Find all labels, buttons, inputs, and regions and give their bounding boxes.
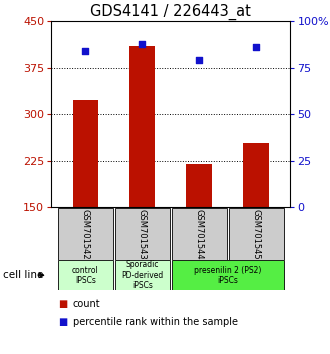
Point [83, 48, 88, 54]
Text: percentile rank within the sample: percentile rank within the sample [73, 317, 238, 327]
Bar [186, 164, 212, 207]
Bar [172, 208, 227, 260]
Text: count: count [73, 299, 100, 309]
Text: GSM701544: GSM701544 [195, 209, 204, 259]
Text: Sporadic
PD-derived
iPSCs: Sporadic PD-derived iPSCs [121, 260, 163, 290]
Text: ■: ■ [58, 299, 67, 309]
Bar [115, 260, 170, 290]
Bar [73, 100, 98, 207]
Text: cell line: cell line [3, 270, 44, 280]
Bar [115, 208, 170, 260]
Bar [58, 260, 113, 290]
Point [253, 45, 259, 50]
Bar [244, 143, 269, 207]
Title: GDS4141 / 226443_at: GDS4141 / 226443_at [90, 4, 251, 20]
Bar [129, 46, 155, 207]
Bar [172, 260, 283, 290]
Text: GSM701543: GSM701543 [138, 209, 147, 259]
Text: control
IPSCs: control IPSCs [72, 266, 99, 285]
Text: ■: ■ [58, 317, 67, 327]
Point [140, 41, 145, 46]
Bar [229, 208, 283, 260]
Point [197, 57, 202, 63]
Text: presenilin 2 (PS2)
iPSCs: presenilin 2 (PS2) iPSCs [194, 266, 261, 285]
Bar [58, 208, 113, 260]
Text: GSM701542: GSM701542 [81, 209, 90, 259]
Text: GSM701545: GSM701545 [252, 209, 261, 259]
